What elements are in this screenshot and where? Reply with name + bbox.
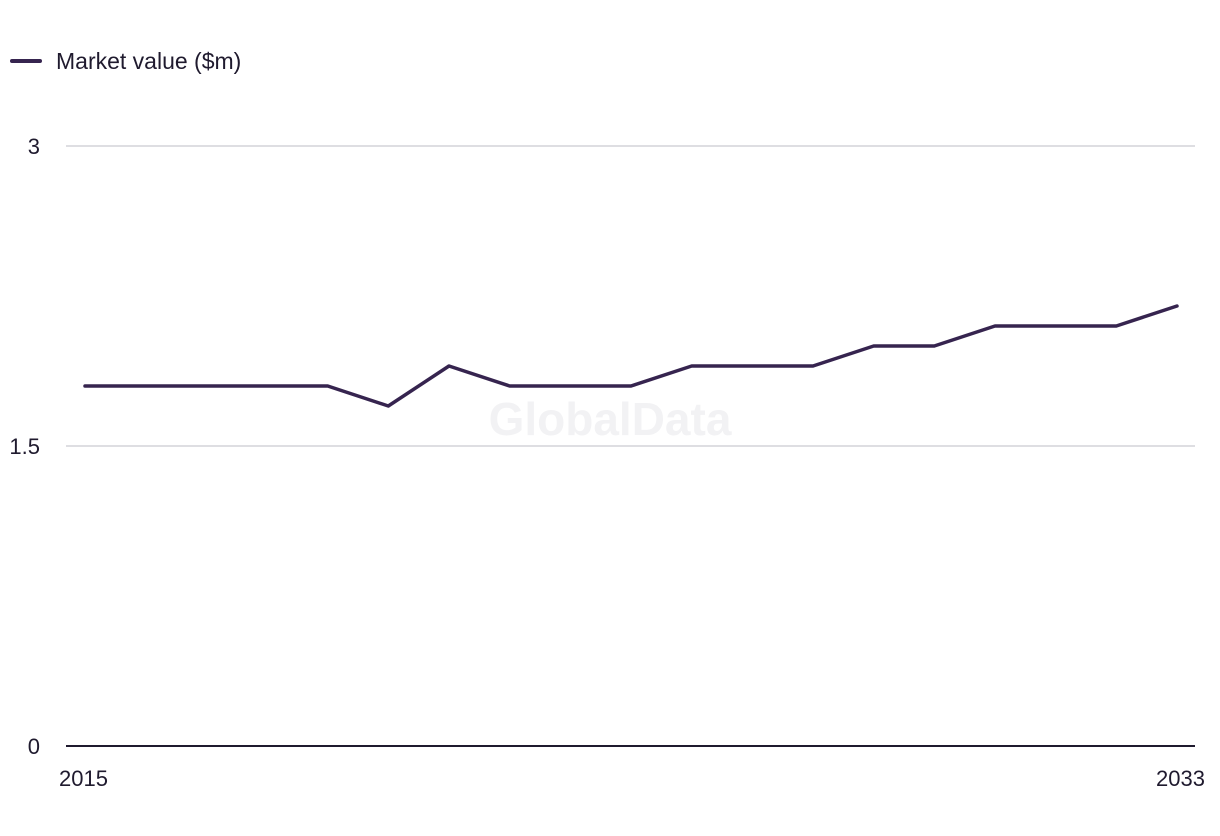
data-point <box>265 384 269 388</box>
y-tick-label: 3 <box>28 134 40 159</box>
watermark: GlobalData <box>489 393 732 445</box>
data-point <box>568 384 572 388</box>
y-tick-layer: 01.53 <box>9 134 40 759</box>
grid-layer <box>66 145 1195 747</box>
x-tick-label: 2015 <box>59 766 108 791</box>
legend-label: Market value ($m) <box>56 47 242 74</box>
series-line <box>83 304 1179 408</box>
data-point <box>386 404 390 408</box>
legend-swatch <box>10 59 42 63</box>
data-point <box>1114 324 1118 328</box>
data-point <box>750 364 754 368</box>
x-tick-layer: 2015 2033 <box>59 766 1205 791</box>
y-tick-label: 1.5 <box>9 434 40 459</box>
data-point <box>204 384 208 388</box>
data-point <box>508 384 512 388</box>
data-point <box>932 344 936 348</box>
data-point <box>447 364 451 368</box>
data-point <box>690 364 694 368</box>
data-point <box>144 384 148 388</box>
legend: Market value ($m) <box>10 46 241 76</box>
data-point <box>1054 324 1058 328</box>
data-point <box>83 384 87 388</box>
data-point <box>629 384 633 388</box>
series-layer <box>83 304 1179 408</box>
data-point <box>1175 304 1179 308</box>
data-point <box>872 344 876 348</box>
data-point <box>326 384 330 388</box>
y-tick-label: 0 <box>28 734 40 759</box>
x-tick-label: 2033 <box>1156 766 1205 791</box>
data-point <box>993 324 997 328</box>
data-point <box>811 364 815 368</box>
